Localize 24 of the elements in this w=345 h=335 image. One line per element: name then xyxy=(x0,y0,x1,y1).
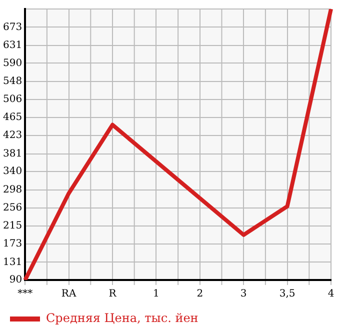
x-tick-label: *** xyxy=(18,288,33,300)
x-tick-label: R xyxy=(108,288,117,300)
y-tick-label: 340 xyxy=(2,166,22,178)
y-tick-label: 256 xyxy=(2,202,22,214)
x-tick-label: RA xyxy=(61,288,77,300)
legend-label: Средняя Цена, тыс. йен xyxy=(46,311,198,326)
y-tick-label: 423 xyxy=(2,130,22,142)
y-tick-label: 131 xyxy=(2,256,22,268)
y-tick-label: 173 xyxy=(2,238,22,250)
x-tick-label: 4 xyxy=(328,288,334,300)
y-tick-label: 215 xyxy=(2,220,22,232)
y-tick-label: 298 xyxy=(2,184,22,196)
y-tick-label: 548 xyxy=(2,76,22,88)
y-tick-label: 673 xyxy=(2,22,22,33)
y-tick-label: 90 xyxy=(9,274,22,286)
y-tick-label: 631 xyxy=(2,40,22,52)
x-tick-label: 3,5 xyxy=(279,288,296,300)
x-tick-label: 2 xyxy=(196,288,204,300)
y-tick-label: 590 xyxy=(2,58,22,69)
x-tick-label: 1 xyxy=(153,288,160,300)
y-tick-label: 506 xyxy=(2,94,22,106)
x-tick-label: 3 xyxy=(240,288,247,300)
y-tick-label: 381 xyxy=(2,148,22,160)
y-tick-label: 465 xyxy=(2,112,22,123)
